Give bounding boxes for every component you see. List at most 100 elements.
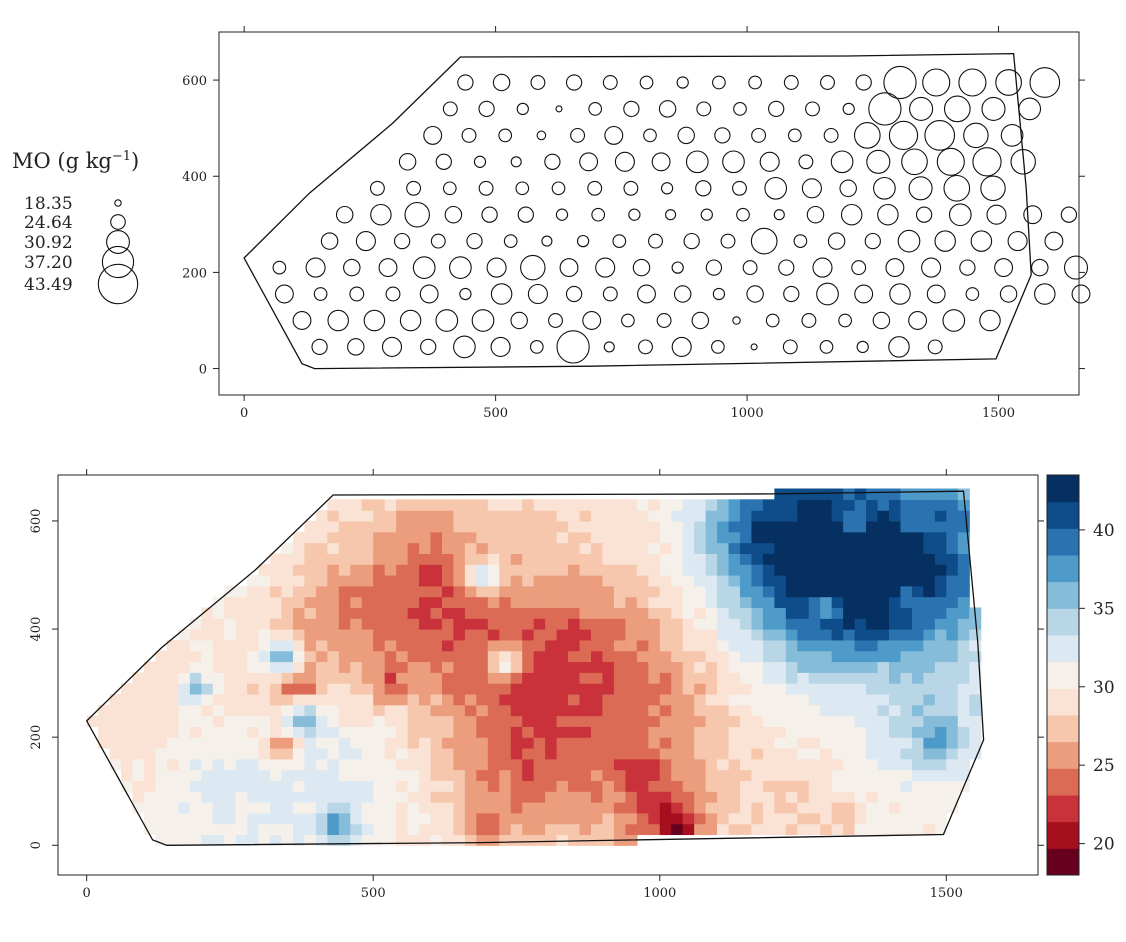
heatmap-cell: [292, 618, 306, 630]
heatmap-cell: [476, 542, 489, 554]
heatmap-cell: [304, 575, 317, 587]
heatmap-cell: [797, 618, 810, 630]
heatmap-cell: [946, 585, 959, 598]
heatmap-cell: [384, 780, 397, 792]
heatmap-cell: [739, 564, 753, 576]
heatmap-cell: [327, 542, 340, 554]
heatmap-cell: [682, 639, 695, 652]
heatmap-cell: [545, 542, 558, 554]
heatmap-cell: [338, 596, 351, 609]
heatmap-cell: [751, 629, 764, 641]
heatmap-cell: [946, 758, 959, 771]
heatmap-cell: [820, 553, 833, 565]
heatmap-cell: [258, 629, 271, 641]
sample-point: [685, 150, 709, 174]
sample-point: [587, 180, 603, 196]
heatmap-cell: [717, 823, 730, 836]
heatmap-cell: [224, 704, 237, 717]
heatmap-cell: [533, 823, 546, 836]
heatmap-cell: [304, 823, 317, 836]
heatmap-cell: [545, 715, 558, 727]
heatmap-cell: [774, 531, 787, 544]
heatmap-cell: [888, 488, 902, 500]
heatmap-cell: [510, 499, 523, 511]
heatmap-cell: [831, 672, 844, 684]
heatmap-cell: [487, 618, 500, 630]
sample-point: [1023, 205, 1043, 225]
heatmap-cell: [568, 639, 581, 652]
heatmap-cell: [350, 607, 363, 619]
heatmap-cell: [682, 520, 695, 533]
heatmap-cell: [682, 780, 695, 792]
heatmap-cell: [304, 715, 317, 727]
heatmap-cell: [396, 834, 409, 846]
heatmap-cell: [579, 499, 592, 511]
heatmap-cell: [556, 629, 569, 641]
bottom-y-tick-label: 0: [29, 841, 44, 849]
heatmap-cell: [671, 639, 684, 652]
heatmap-cell: [499, 737, 512, 749]
heatmap-cell: [338, 575, 351, 587]
heatmap-cell: [579, 542, 592, 554]
heatmap-cell: [900, 693, 913, 706]
heatmap-cell: [545, 585, 558, 598]
sample-point: [801, 178, 822, 199]
heatmap-cell: [659, 802, 672, 814]
heatmap-cell: [739, 704, 753, 717]
heatmap-cell: [499, 661, 512, 673]
heatmap-cell: [327, 683, 340, 695]
heatmap-cell: [728, 564, 741, 576]
heatmap-cell: [877, 488, 890, 500]
heatmap-cell: [671, 499, 684, 511]
sample-point: [461, 127, 477, 143]
sample-point: [943, 174, 971, 202]
heatmap-cell: [338, 520, 351, 533]
heatmap-cell: [579, 520, 592, 533]
heatmap-cell: [568, 802, 581, 814]
top-x-tick-label: 1000: [731, 406, 764, 421]
heatmap-cell: [762, 758, 775, 771]
heatmap-cell: [866, 780, 879, 792]
sample-point: [393, 232, 411, 250]
sample-point: [517, 206, 534, 223]
heatmap-cell: [728, 553, 741, 565]
heatmap-cell: [648, 812, 661, 825]
heatmap-cell: [476, 510, 489, 522]
heatmap-cell: [292, 531, 306, 544]
heatmap-cell: [304, 683, 317, 695]
heatmap-cell: [338, 661, 351, 673]
colorbar-tick-label: 20: [1093, 835, 1115, 855]
heatmap-cell: [292, 834, 306, 846]
sample-point: [420, 338, 437, 356]
heatmap-cell: [682, 531, 695, 544]
heatmap-cell: [705, 499, 718, 511]
heatmap-cell: [247, 683, 260, 695]
heatmap-cell: [315, 607, 328, 619]
heatmap-cell: [189, 661, 202, 673]
heatmap-cell: [877, 737, 890, 749]
heatmap-cell: [189, 769, 202, 781]
heatmap-cell: [694, 812, 707, 825]
heatmap-cell: [751, 747, 764, 760]
heatmap-cell: [957, 564, 970, 576]
heatmap-cell: [224, 639, 237, 652]
heatmap-cell: [613, 791, 626, 803]
heatmap-cell: [888, 704, 902, 717]
heatmap-cell: [499, 726, 512, 738]
heatmap-cell: [682, 661, 695, 673]
heatmap-cell: [86, 715, 99, 727]
heatmap-cell: [957, 585, 970, 598]
sample-point: [1000, 124, 1024, 147]
heatmap-cell: [510, 737, 523, 749]
heatmap-cell: [751, 823, 764, 836]
heatmap-cell: [281, 618, 294, 630]
sample-point: [873, 176, 896, 200]
heatmap-cell: [625, 607, 638, 619]
heatmap-cell: [705, 769, 718, 781]
heatmap-cell: [659, 661, 672, 673]
heatmap-cell: [258, 780, 271, 792]
heatmap-cell: [522, 575, 535, 587]
heatmap-cell: [774, 629, 787, 641]
heatmap-cell: [476, 812, 489, 825]
heatmap-cell: [728, 683, 741, 695]
